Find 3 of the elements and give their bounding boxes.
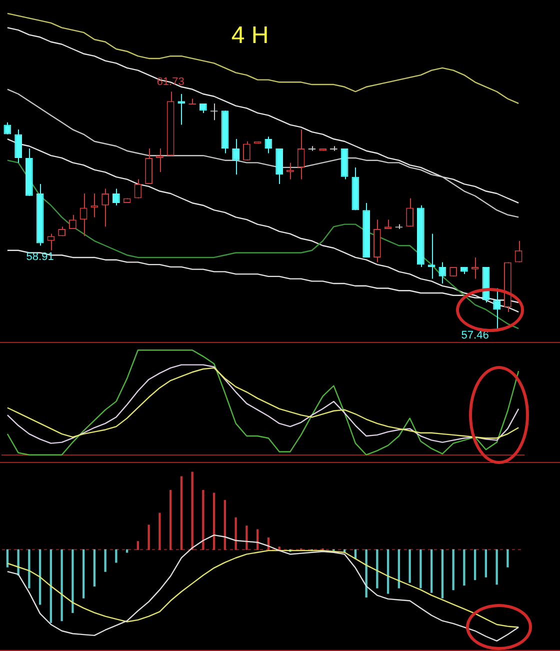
annotation: 58.91 [26, 251, 54, 264]
chart-title: 4 H [230, 22, 270, 50]
text: 57.46 [461, 330, 489, 342]
